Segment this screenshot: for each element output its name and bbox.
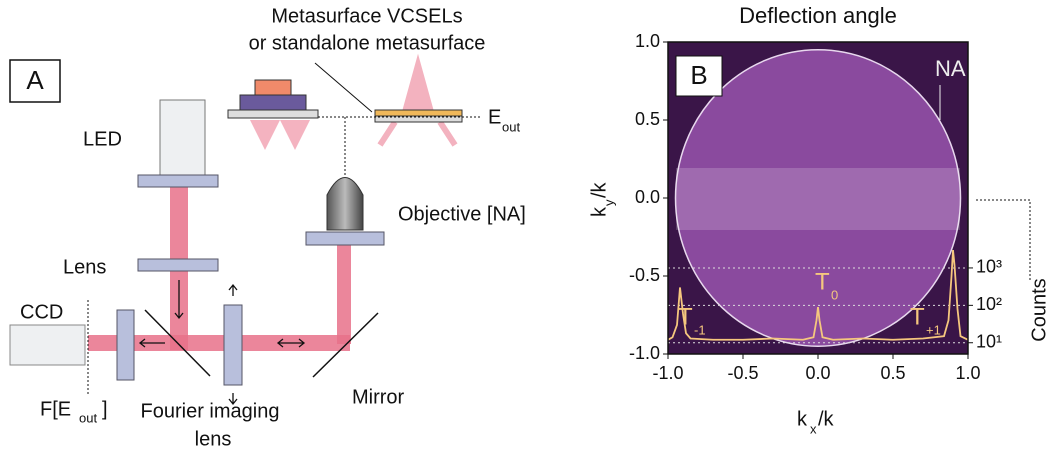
y2-tick-label: 10³ <box>976 257 1002 277</box>
emission <box>250 120 310 150</box>
x-tick-label: -0.5 <box>727 363 758 383</box>
y-tick-label: 1.0 <box>635 31 660 51</box>
beam <box>337 244 351 344</box>
annotation: T <box>678 303 693 330</box>
beam-band <box>676 168 960 230</box>
y-tick-label: -1.0 <box>629 343 660 363</box>
y-label: /k <box>588 181 610 198</box>
annotation: T <box>910 303 925 330</box>
x-tick-label: -1.0 <box>652 363 683 383</box>
emission <box>380 65 455 145</box>
chart-title: Deflection angle <box>739 3 897 28</box>
led <box>160 100 205 175</box>
annotation: +1 <box>926 322 941 337</box>
y-tick-label: 0.0 <box>635 187 660 207</box>
panel-b: 10¹ 10² 10³ -1.0 -0.5 0.0 0.5 1.0 -1.0 -0.5 0.0 0.5… <box>588 3 1050 437</box>
annotation: T <box>815 268 830 295</box>
annotation: NA <box>935 56 966 81</box>
y-label: ky/k <box>588 181 616 217</box>
figure: A Metasurface VCSELs or standalone metas… <box>0 0 1057 463</box>
label: E <box>488 106 501 128</box>
plate <box>138 175 218 187</box>
label: out <box>79 410 97 425</box>
y-label: y <box>601 199 616 206</box>
vcsel <box>228 110 318 118</box>
vcsel <box>240 95 306 110</box>
x-tick-label: 0.5 <box>880 363 905 383</box>
x-tick-label: 0.0 <box>805 363 830 383</box>
panel-label: A <box>26 65 44 95</box>
label: CCD <box>20 301 63 323</box>
leader <box>315 63 372 112</box>
x-tick-label: 1.0 <box>955 363 980 383</box>
metasurface <box>375 110 462 116</box>
x-label: k <box>797 408 808 430</box>
y2-tick-label: 10² <box>976 294 1002 314</box>
panel-a: A Metasurface VCSELs or standalone metas… <box>10 5 526 450</box>
panel-label: B <box>690 60 707 90</box>
vcsel <box>255 80 291 95</box>
lens <box>138 259 218 271</box>
lens <box>117 310 134 380</box>
label: LED <box>83 128 122 150</box>
sample-title: or standalone metasurface <box>249 32 486 54</box>
y-tick-label: -0.5 <box>629 265 660 285</box>
y-label: k <box>588 206 610 217</box>
label: out <box>502 119 520 134</box>
annotation: -1 <box>694 322 706 337</box>
annotation: 0 <box>831 287 838 302</box>
label: F[E <box>40 398 71 420</box>
label: Mirror <box>352 386 405 408</box>
label: ] <box>102 398 108 420</box>
sample-title: Metasurface VCSELs <box>271 5 462 27</box>
x-label: x <box>810 421 817 436</box>
y2-tick-label: 10¹ <box>976 331 1002 351</box>
fourier-lens <box>224 305 242 385</box>
plate <box>306 232 384 245</box>
x-label: /k <box>818 408 835 430</box>
label: Fourier imaging <box>141 400 280 422</box>
label: Lens <box>63 256 106 278</box>
objective <box>327 178 363 231</box>
y2-label: Counts <box>1028 278 1050 341</box>
label: lens <box>195 428 232 450</box>
y-tick-label: 0.5 <box>635 109 660 129</box>
ccd <box>10 325 85 365</box>
label: Objective [NA] <box>398 203 526 225</box>
